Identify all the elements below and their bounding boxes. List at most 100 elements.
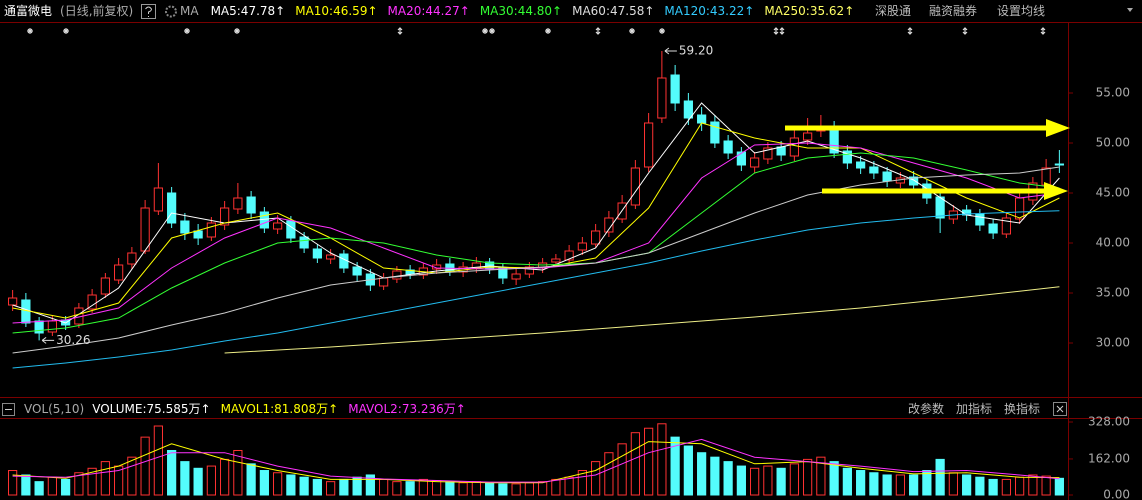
ma-line [224,286,1060,354]
volume-bar [723,461,733,496]
volume-bar [87,467,97,496]
candle-body [220,207,230,226]
annotation-arrow [41,337,55,344]
ma-legend: MA20:44.27↑ [388,4,470,18]
ma-line [12,210,1060,369]
volume-bar [34,481,44,496]
settings-icon[interactable] [165,5,177,18]
ma-legend: MA60:47.58↑ [572,4,654,18]
candle-body [935,196,945,219]
volume-bar [273,472,283,496]
volume-bar [61,478,71,496]
candle-body [100,277,110,295]
candle-body [710,121,720,144]
volume-bar [630,432,640,496]
volume-bar [591,461,601,496]
volume-bar [206,465,216,496]
candle-body [273,222,283,230]
volume-bar [405,481,415,496]
toolbar-button[interactable]: 深股通 [875,4,911,18]
help-icon[interactable] [141,4,156,19]
ma-line [12,441,1060,484]
candle-body [591,230,601,245]
candle-body [723,140,733,154]
volume-bar [511,483,521,496]
volume-bar [47,476,57,496]
volume-bar [644,427,654,496]
volume-bar [882,474,892,496]
annotation-arrow [664,47,677,55]
candle-body [776,146,786,156]
volume-toolbar-button[interactable]: 换指标 [1004,401,1040,416]
volume-bar [193,467,203,496]
volume-bar [1041,475,1051,496]
candle-body [153,187,163,212]
close-glyph [1056,405,1064,413]
volume-bar [432,480,442,496]
volume-bar [220,458,230,496]
volume-bar [458,482,468,496]
volume-bar [975,476,985,496]
volume-bar [842,467,852,496]
ma-legend: MA30:44.80↑ [480,4,562,18]
volume-bar [538,481,548,496]
candle-body [683,100,693,119]
close-icon[interactable] [1053,402,1067,416]
volume-legend: MAVOL1:81.808万↑ [221,402,339,416]
volume-bar [418,478,428,496]
candle-body [498,267,508,279]
candle-body [180,220,190,234]
volume-bar [564,476,574,496]
volume-bar [524,482,534,496]
dropdown-icon[interactable] [1127,8,1133,12]
collapse-icon[interactable] [2,403,15,416]
volume-bar [670,436,680,496]
volume-bar [697,452,707,496]
candle-body [763,147,773,160]
drawn-arrow-head [1046,119,1070,137]
volume-indicator: VOL(5,10) [24,402,84,416]
volume-bar [803,458,813,496]
candle-body [750,157,760,168]
candle-body [697,114,707,124]
volume-legend: MAVOL2:73.236万↑ [348,402,466,416]
volume-bar [365,474,375,496]
volume-legend: VOLUME:75.585万↑ [92,402,210,416]
ma-legend: MA120:43.22↑ [664,4,754,18]
y-tick-label: 50.00 [1096,136,1130,150]
candle-body [47,320,57,333]
volume-bar [776,467,786,496]
volume-bar [604,452,614,496]
candle-body [644,122,654,168]
volume-toolbar-button[interactable]: 改参数 [908,401,944,416]
volume-bar [657,423,667,496]
volume-toolbar-button[interactable]: 加指标 [956,401,992,416]
plot-area [8,51,1064,496]
volume-bar [577,470,587,496]
candle-body [1054,163,1064,166]
candle-body [909,176,919,186]
volume-bar [962,474,972,496]
volume-bar [379,478,389,496]
volume-bar [736,465,746,496]
y-tick-label: 30.00 [1096,336,1130,350]
volume-bar [299,476,309,496]
volume-bar [683,445,693,496]
candle-body [352,266,362,276]
volume-bar [246,463,256,496]
candle-body [1015,197,1025,220]
toolbar-button[interactable]: 设置均线 [997,4,1045,18]
volume-bar [551,478,561,496]
ma-legend: MA10:46.59↑ [295,4,377,18]
candle-body [127,252,137,265]
candle-body [114,264,124,281]
candle-body [789,137,799,157]
candle-body [87,294,97,310]
candle-body [8,297,18,306]
candle-body [988,223,998,234]
candle-body [193,230,203,239]
toolbar-button[interactable]: 融资融券 [929,3,977,18]
volume-bar [167,449,177,496]
